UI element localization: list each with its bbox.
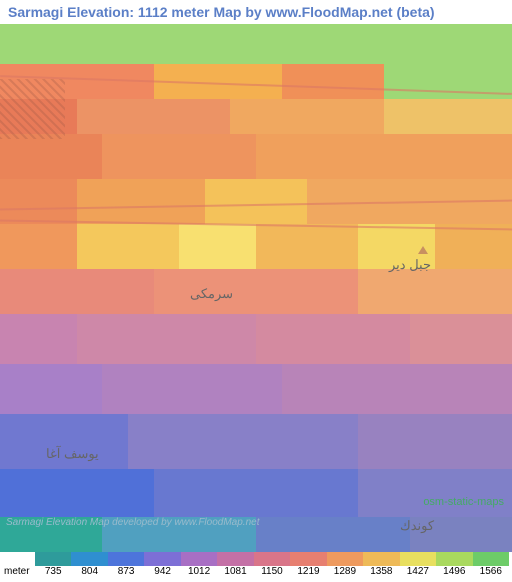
dev-credit: Sarmagi Elevation Map developed by www.F… (6, 517, 259, 528)
legend-labels: meter 735 804 873 942 1012 1081 1150 1219 1289 13… (0, 566, 512, 580)
legend-tick: 1012 (188, 566, 210, 577)
page-title: Sarmagi Elevation: 1112 meter Map by www… (8, 4, 435, 20)
legend-gradient (35, 552, 509, 566)
legend-tick: 1427 (407, 566, 429, 577)
legend-tick: 1566 (480, 566, 502, 577)
hatched-area (0, 79, 65, 139)
yousef-agha-label: يوسف آغا (46, 446, 99, 462)
legend-tick: 873 (118, 566, 135, 577)
legend-tick: 1150 (261, 566, 283, 577)
peak-icon (418, 246, 428, 254)
elevation-legend: meter 735 804 873 942 1012 1081 1150 1219 1289 13… (0, 552, 512, 582)
sarmagi-label: سرمکی (190, 286, 233, 302)
legend-unit: meter (4, 566, 34, 577)
legend-tick: 1219 (297, 566, 319, 577)
map-watermark: osm-static-maps (423, 496, 504, 508)
elevation-map: سرمکی جبل دير يوسف آغا كوندك osm-static-map… (0, 24, 512, 552)
legend-tick: 735 (45, 566, 62, 577)
legend-tick: 1496 (443, 566, 465, 577)
kundak-label: كوندك (400, 518, 434, 534)
legend-tick: 942 (154, 566, 171, 577)
legend-tick: 1289 (334, 566, 356, 577)
legend-tick: 1358 (370, 566, 392, 577)
legend-tick: 1081 (224, 566, 246, 577)
peak-label: جبل دير (389, 257, 431, 273)
legend-tick: 804 (81, 566, 98, 577)
